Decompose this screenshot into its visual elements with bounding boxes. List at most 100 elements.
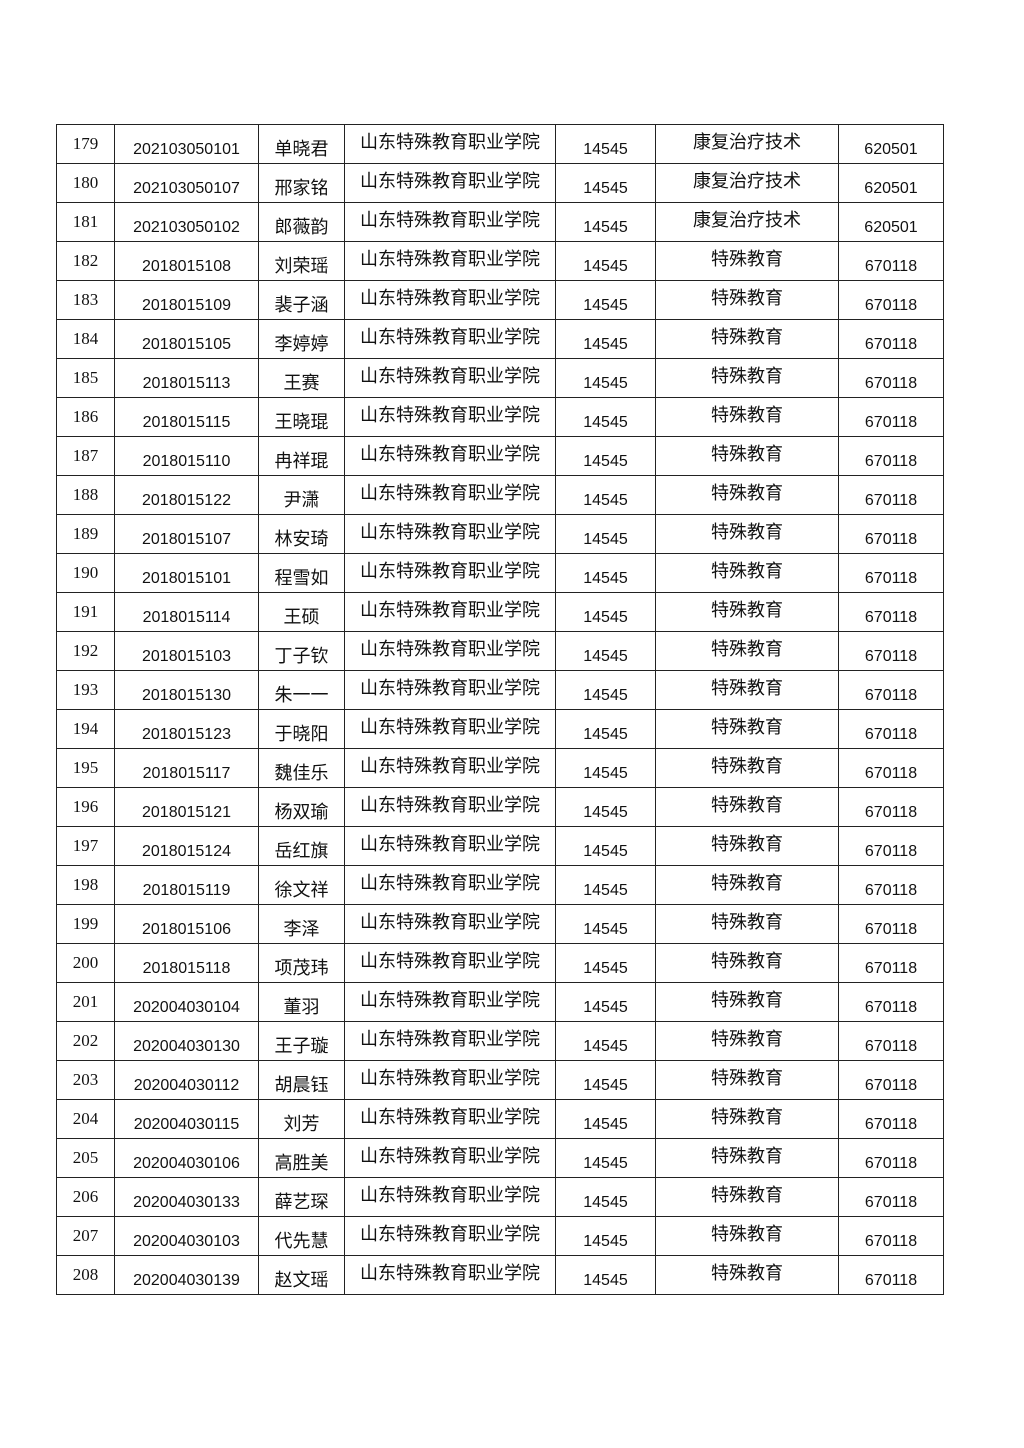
school-code-cell: 14545 [555, 709, 656, 749]
row-index-cell: 184 [56, 319, 115, 359]
school-name-cell: 山东特殊教育职业学院 [344, 124, 556, 164]
table-row: 198 2018015119 徐文祥 山东特殊教育职业学院 14545 特殊教育 67011… [56, 865, 944, 905]
row-index-cell: 199 [56, 904, 115, 944]
major-name-cell: 特殊教育 [655, 865, 839, 905]
student-id-cell: 2018015101 [114, 553, 259, 593]
major-code-cell: 670118 [838, 826, 944, 866]
school-name-cell: 山东特殊教育职业学院 [344, 631, 556, 671]
major-code-cell: 670118 [838, 1060, 944, 1100]
major-name-cell: 特殊教育 [655, 826, 839, 866]
table-row: 204 202004030115 刘芳 山东特殊教育职业学院 14545 特殊教育 6701… [56, 1099, 944, 1139]
major-name-cell: 特殊教育 [655, 553, 839, 593]
school-name-cell: 山东特殊教育职业学院 [344, 358, 556, 398]
school-code-cell: 14545 [555, 397, 656, 437]
school-code-cell: 14545 [555, 1216, 656, 1256]
school-code-cell: 14545 [555, 436, 656, 476]
table-row: 180 202103050107 邢家铭 山东特殊教育职业学院 14545 康复治疗技术 6… [56, 163, 944, 203]
table-row: 199 2018015106 李泽 山东特殊教育职业学院 14545 特殊教育 670118 [56, 904, 944, 944]
major-name-cell: 特殊教育 [655, 1138, 839, 1178]
school-code-cell: 14545 [555, 241, 656, 281]
major-code-cell: 670118 [838, 631, 944, 671]
student-id-cell: 2018015109 [114, 280, 259, 320]
row-index-cell: 206 [56, 1177, 115, 1217]
school-name-cell: 山东特殊教育职业学院 [344, 904, 556, 944]
student-id-cell: 2018015103 [114, 631, 259, 671]
major-name-cell: 特殊教育 [655, 319, 839, 359]
school-code-cell: 14545 [555, 280, 656, 320]
major-code-cell: 670118 [838, 670, 944, 710]
row-index-cell: 191 [56, 592, 115, 632]
major-code-cell: 670118 [838, 1099, 944, 1139]
row-index-cell: 194 [56, 709, 115, 749]
student-id-cell: 2018015113 [114, 358, 259, 398]
table-row: 202 202004030130 王子璇 山东特殊教育职业学院 14545 特殊教育 670… [56, 1021, 944, 1061]
student-name-cell: 冉祥琨 [258, 436, 345, 476]
major-name-cell: 特殊教育 [655, 982, 839, 1022]
school-name-cell: 山东特殊教育职业学院 [344, 787, 556, 827]
school-code-cell: 14545 [555, 1099, 656, 1139]
row-index-cell: 205 [56, 1138, 115, 1178]
school-code-cell: 14545 [555, 514, 656, 554]
major-code-cell: 670118 [838, 1021, 944, 1061]
row-index-cell: 183 [56, 280, 115, 320]
major-code-cell: 620501 [838, 124, 944, 164]
major-code-cell: 670118 [838, 475, 944, 515]
school-name-cell: 山东特殊教育职业学院 [344, 1021, 556, 1061]
school-code-cell: 14545 [555, 982, 656, 1022]
student-name-cell: 于晓阳 [258, 709, 345, 749]
major-code-cell: 670118 [838, 865, 944, 905]
school-name-cell: 山东特殊教育职业学院 [344, 670, 556, 710]
row-index-cell: 188 [56, 475, 115, 515]
table-row: 183 2018015109 裴子涵 山东特殊教育职业学院 14545 特殊教育 67011… [56, 280, 944, 320]
row-index-cell: 195 [56, 748, 115, 788]
table-row: 201 202004030104 董羽 山东特殊教育职业学院 14545 特殊教育 6701… [56, 982, 944, 1022]
major-code-cell: 670118 [838, 1255, 944, 1295]
student-name-cell: 邢家铭 [258, 163, 345, 203]
major-code-cell: 620501 [838, 202, 944, 242]
table-row: 207 202004030103 代先慧 山东特殊教育职业学院 14545 特殊教育 670… [56, 1216, 944, 1256]
student-id-cell: 202103050102 [114, 202, 259, 242]
school-name-cell: 山东特殊教育职业学院 [344, 319, 556, 359]
major-code-cell: 670118 [838, 1138, 944, 1178]
student-id-cell: 2018015124 [114, 826, 259, 866]
student-id-cell: 202004030130 [114, 1021, 259, 1061]
major-code-cell: 670118 [838, 943, 944, 983]
row-index-cell: 186 [56, 397, 115, 437]
school-code-cell: 14545 [555, 943, 656, 983]
student-name-cell: 尹潇 [258, 475, 345, 515]
row-index-cell: 179 [56, 124, 115, 164]
row-index-cell: 207 [56, 1216, 115, 1256]
major-name-cell: 特殊教育 [655, 631, 839, 671]
student-name-cell: 岳红旗 [258, 826, 345, 866]
major-name-cell: 康复治疗技术 [655, 163, 839, 203]
table-row: 194 2018015123 于晓阳 山东特殊教育职业学院 14545 特殊教育 67011… [56, 709, 944, 749]
table-row: 179 202103050101 单晓君 山东特殊教育职业学院 14545 康复治疗技术 6… [56, 124, 944, 164]
school-code-cell: 14545 [555, 592, 656, 632]
school-code-cell: 14545 [555, 631, 656, 671]
major-name-cell: 特殊教育 [655, 1255, 839, 1295]
major-name-cell: 特殊教育 [655, 1060, 839, 1100]
table-row: 186 2018015115 王晓琨 山东特殊教育职业学院 14545 特殊教育 67011… [56, 397, 944, 437]
table-row: 208 202004030139 赵文瑶 山东特殊教育职业学院 14545 特殊教育 670… [56, 1255, 944, 1295]
row-index-cell: 185 [56, 358, 115, 398]
school-code-cell: 14545 [555, 904, 656, 944]
student-id-cell: 2018015106 [114, 904, 259, 944]
major-code-cell: 670118 [838, 982, 944, 1022]
school-name-cell: 山东特殊教育职业学院 [344, 865, 556, 905]
row-index-cell: 198 [56, 865, 115, 905]
school-name-cell: 山东特殊教育职业学院 [344, 553, 556, 593]
school-code-cell: 14545 [555, 358, 656, 398]
major-name-cell: 特殊教育 [655, 1216, 839, 1256]
student-name-cell: 胡晨钰 [258, 1060, 345, 1100]
student-name-cell: 朱一一 [258, 670, 345, 710]
student-id-cell: 202004030115 [114, 1099, 259, 1139]
student-name-cell: 林安琦 [258, 514, 345, 554]
school-name-cell: 山东特殊教育职业学院 [344, 475, 556, 515]
table-row: 187 2018015110 冉祥琨 山东特殊教育职业学院 14545 特殊教育 67011… [56, 436, 944, 476]
school-code-cell: 14545 [555, 319, 656, 359]
student-name-cell: 李泽 [258, 904, 345, 944]
student-id-cell: 2018015108 [114, 241, 259, 281]
row-index-cell: 189 [56, 514, 115, 554]
school-code-cell: 14545 [555, 1060, 656, 1100]
student-name-cell: 刘荣瑶 [258, 241, 345, 281]
